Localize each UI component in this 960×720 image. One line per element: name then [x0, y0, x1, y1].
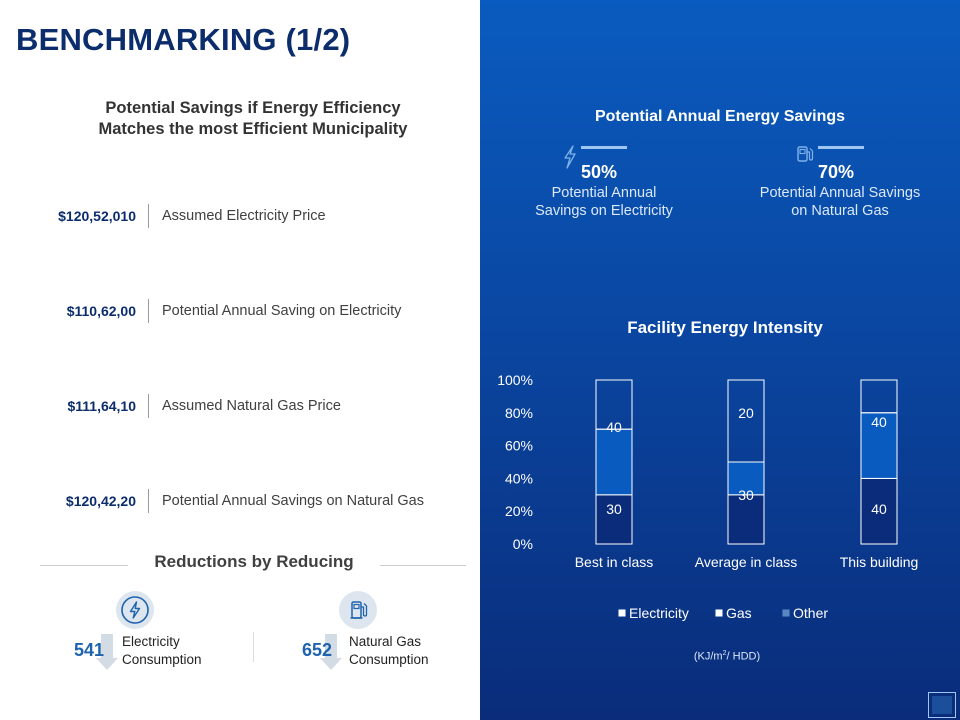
data-label: 30: [738, 487, 754, 503]
unit-superscript: 2: [722, 650, 727, 657]
x-tick-label: Best in class: [575, 554, 654, 570]
metric-label: Potential Annual Savings on Natural Gas: [162, 493, 424, 509]
right-panel: Potential Annual Energy Savings 50% Pote…: [480, 0, 960, 720]
reductions-title: Reductions by Reducing: [154, 552, 354, 571]
electricity-savings-line2: Savings on Electricity: [535, 203, 673, 219]
gas-pump-icon: [339, 591, 377, 629]
bar-segment-gas: [860, 412, 898, 479]
gas-savings-percent: 70%: [818, 162, 855, 182]
gas-savings-line2: on Natural Gas: [791, 203, 889, 219]
stat-accent-bar: [581, 146, 627, 149]
data-label: 20: [738, 405, 754, 421]
bar-segment-other: [860, 379, 898, 414]
metric-label: Assumed Natural Gas Price: [162, 398, 341, 414]
unit-suffix: / HDD): [726, 650, 761, 663]
y-tick-label: 60%: [505, 438, 533, 454]
corner-decoration-inner: [932, 696, 952, 714]
metric-label: Potential Annual Saving on Electricity: [162, 303, 402, 319]
reductions-column-divider: [253, 632, 254, 662]
chart-unit-label: (KJ/m2/ HDD): [480, 650, 960, 663]
electricity-reduction-label: Electricity Consumption: [122, 633, 202, 669]
lightning-bolt-icon: [116, 591, 154, 629]
data-label: 40: [871, 501, 887, 517]
gas-reduction-label-line2: Consumption: [349, 652, 429, 667]
legend-label: Electricity: [629, 605, 689, 621]
data-label: 40: [606, 419, 622, 435]
bar-segment-electricity: [595, 494, 633, 545]
metric-divider: [148, 299, 149, 323]
legend-swatch: [781, 608, 791, 618]
savings-heading: Potential Annual Energy Savings: [594, 108, 846, 125]
legend-label: Other: [793, 605, 828, 621]
y-tick-label: 0%: [513, 536, 533, 552]
metric-label: Assumed Electricity Price: [162, 208, 326, 224]
bar-segment-electricity: [860, 477, 898, 545]
gas-reduction-label-line1: Natural Gas: [349, 634, 422, 649]
legend-swatch: [617, 608, 627, 618]
reductions-divider-right: [380, 565, 466, 566]
metric-divider: [148, 204, 149, 228]
data-label: 30: [606, 501, 622, 517]
legend-label: Gas: [726, 605, 752, 621]
electricity-reduction-number: 541: [74, 640, 105, 660]
reductions-divider-left: [40, 565, 128, 566]
page-title: BENCHMARKING (1/2): [16, 22, 351, 57]
gas-savings-line1: Potential Annual Savings: [759, 185, 921, 201]
gas-reduction-number: 652: [302, 640, 333, 660]
metric-value: $120,42,20: [65, 493, 136, 509]
gas-reduction-label: Natural Gas Consumption: [349, 633, 429, 669]
gas-savings-description: Potential Annual Savings on Natural Gas: [742, 184, 938, 220]
gas-pump-icon: [797, 146, 814, 162]
metric-divider: [148, 394, 149, 418]
bar-segment-other: [595, 379, 633, 430]
savings-subtitle-line2: Matches the most Efficient Municipality: [98, 120, 408, 138]
unit-prefix: (KJ/m: [693, 650, 723, 663]
metric-value: $120,52,010: [58, 208, 136, 224]
metric-row: $120,42,20 Potential Annual Savings on N…: [20, 489, 460, 513]
metric-value: $110,62,00: [66, 303, 136, 319]
bar-segment-other: [727, 379, 765, 463]
electricity-savings-description: Potential Annual Savings on Electricity: [520, 184, 688, 220]
corner-decoration: [928, 692, 956, 718]
y-tick-label: 80%: [505, 405, 533, 421]
bar-segment-gas: [727, 461, 765, 496]
chart-title: Facility Energy Intensity: [627, 318, 823, 337]
y-tick-label: 20%: [505, 503, 533, 519]
energy-intensity-chart: 0% 20% 40% 60% 80% 100% Best in class Average i…: [497, 372, 919, 621]
legend-swatch: [714, 608, 724, 618]
electricity-savings-percent: 50%: [581, 162, 618, 182]
electricity-savings-line1: Potential Annual: [551, 185, 657, 201]
y-tick-label: 100%: [497, 372, 533, 388]
metric-divider: [148, 489, 149, 513]
metric-value: $111,64,10: [67, 398, 136, 414]
metric-row: $120,52,010 Assumed Electricity Price: [20, 204, 460, 228]
bar-segment-gas: [595, 428, 633, 496]
electricity-reduction-label-line2: Consumption: [122, 652, 202, 667]
lightning-bolt-icon: [564, 145, 576, 169]
stat-accent-bar: [818, 146, 864, 149]
x-tick-label: Average in class: [695, 554, 797, 570]
data-label: 40: [871, 414, 887, 430]
metric-row: $110,62,00 Potential Annual Saving on El…: [20, 299, 460, 323]
savings-subtitle: Potential Savings if Energy Efficiency M…: [40, 98, 466, 140]
savings-subtitle-line1: Potential Savings if Energy Efficiency: [105, 99, 401, 117]
down-arrow-icon: [96, 634, 118, 670]
y-tick-label: 40%: [505, 470, 533, 486]
metric-row: $111,64,10 Assumed Natural Gas Price: [20, 394, 460, 418]
x-tick-label: This building: [840, 554, 919, 570]
electricity-reduction-label-line1: Electricity: [122, 634, 180, 649]
down-arrow-icon: [320, 634, 342, 670]
